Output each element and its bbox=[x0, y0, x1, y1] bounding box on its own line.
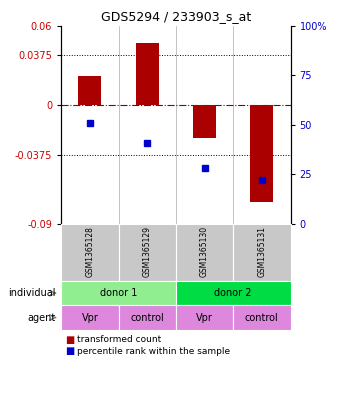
Text: agent: agent bbox=[28, 312, 56, 323]
Bar bbox=[78, 76, 102, 105]
Bar bbox=[193, 105, 216, 138]
Text: Vpr: Vpr bbox=[196, 312, 213, 323]
Text: GSM1365128: GSM1365128 bbox=[85, 226, 94, 277]
Text: individual: individual bbox=[8, 288, 56, 298]
Bar bbox=[250, 105, 273, 202]
Text: control: control bbox=[245, 312, 279, 323]
Text: ■: ■ bbox=[65, 334, 74, 345]
Text: GSM1365129: GSM1365129 bbox=[143, 226, 152, 277]
Text: GSM1365130: GSM1365130 bbox=[200, 226, 209, 277]
Bar bbox=[136, 43, 159, 105]
Text: donor 1: donor 1 bbox=[100, 288, 137, 298]
Text: percentile rank within the sample: percentile rank within the sample bbox=[77, 347, 230, 356]
Title: GDS5294 / 233903_s_at: GDS5294 / 233903_s_at bbox=[101, 10, 251, 23]
Text: Vpr: Vpr bbox=[82, 312, 98, 323]
Text: ■: ■ bbox=[65, 346, 74, 356]
Text: GSM1365131: GSM1365131 bbox=[257, 226, 266, 277]
Text: control: control bbox=[130, 312, 164, 323]
Text: donor 2: donor 2 bbox=[215, 288, 252, 298]
Text: transformed count: transformed count bbox=[77, 335, 161, 344]
